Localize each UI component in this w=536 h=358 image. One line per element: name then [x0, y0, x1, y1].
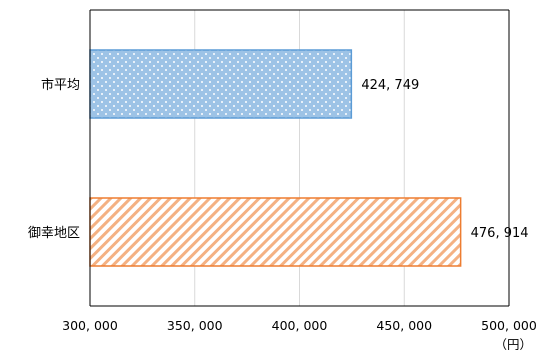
value-label: 476, 914 — [471, 226, 529, 241]
x-tick-label: 500, 000 — [481, 318, 536, 333]
axes — [89, 9, 510, 307]
category-label: 市平均 — [41, 77, 80, 93]
category-label: 御幸地区 — [28, 226, 80, 241]
bar-city-average — [89, 49, 353, 119]
value-label: 424, 749 — [361, 78, 419, 93]
bars — [89, 49, 462, 267]
x-tick-label: 450, 000 — [376, 318, 432, 333]
x-tick-label: 300, 000 — [62, 318, 118, 333]
x-tick-label: 350, 000 — [167, 318, 223, 333]
x-axis-unit-label: （円） — [494, 337, 532, 352]
labels: 市平均 424, 749 御幸地区 476, 914 300, 000 350, 000 4… — [28, 77, 536, 352]
x-tick-label: 400, 000 — [272, 318, 328, 333]
bar-miyuki-district — [89, 197, 462, 267]
